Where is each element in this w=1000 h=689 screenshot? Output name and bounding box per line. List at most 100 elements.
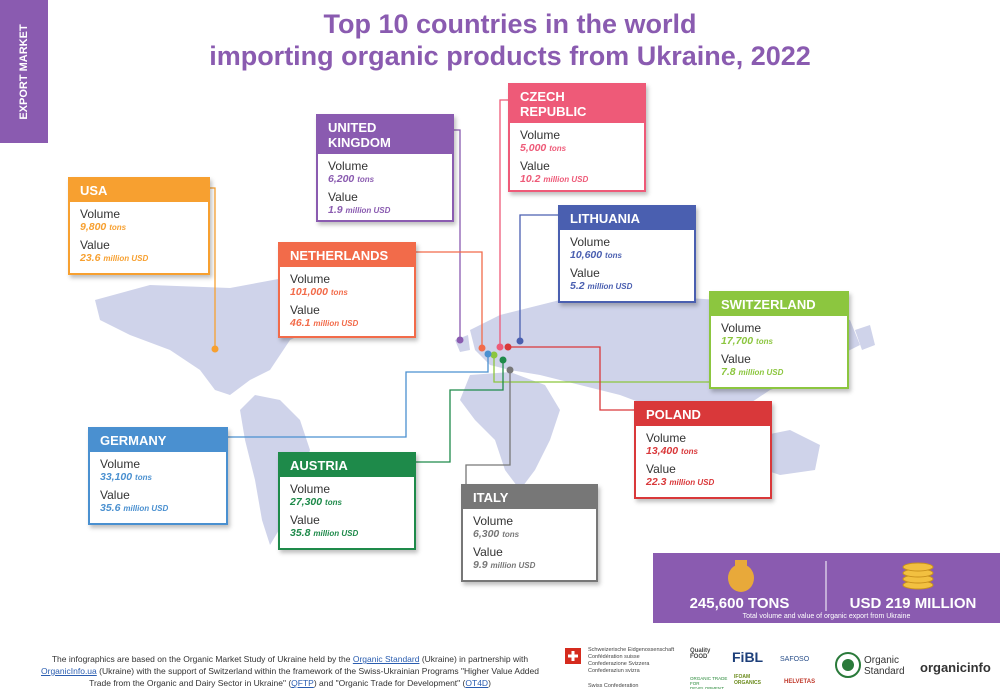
country-name: CZECH [520, 89, 565, 104]
country-box: POLAND Volume 13,400 tons Value 22.3 million… [634, 401, 772, 499]
value-unit: million USD [345, 206, 391, 215]
country-name: REPUBLIC [520, 104, 587, 119]
country-name: LITHUANIA [570, 211, 641, 226]
side-tab-text: EXPORT MARKET [18, 24, 30, 120]
footer-text: ) and "Organic Trade for Development" ( [313, 678, 466, 688]
value-row: 35.8 million USD [280, 527, 414, 539]
volume-row: 13,400 tons [636, 445, 770, 457]
country-box: CZECH REPUBLIC Volume 5,000 tons Value 10.2 m… [508, 83, 646, 192]
connector [454, 129, 461, 340]
volume-number: 6,300 [473, 528, 500, 540]
value-number: 22.3 [646, 476, 667, 488]
value-unit: million USD [669, 478, 715, 487]
volume-number: 27,300 [290, 496, 323, 508]
country-name: NETHERLANDS [290, 248, 389, 263]
country-header: USA [70, 179, 208, 202]
side-tab: EXPORT MARKET [0, 0, 48, 143]
value-row: 35.6 million USD [90, 502, 226, 514]
connector [416, 360, 504, 463]
location-dot [211, 345, 219, 353]
volume-unit: tons [756, 337, 773, 346]
connector [210, 187, 216, 349]
footer-link[interactable]: Organic Standard [352, 654, 420, 664]
connector [499, 99, 508, 347]
volume-label: Volume [328, 159, 369, 173]
value-unit: million USD [587, 282, 633, 291]
value-number: 5.2 [570, 280, 585, 292]
value-row: 5.2 million USD [560, 280, 694, 292]
volume-label: Volume [290, 482, 331, 496]
country-name: KINGDOM [328, 135, 391, 150]
connector [508, 346, 634, 411]
volume-number: 5,000 [520, 142, 547, 154]
swiss-flag [565, 648, 581, 664]
volume-row: 6,300 tons [463, 528, 596, 540]
volume-number: 6,200 [328, 173, 355, 185]
volume-unit: tons [330, 288, 348, 297]
organic-standard-icon [835, 652, 861, 678]
volume-number: 33,100 [100, 471, 133, 483]
footer-text: (Ukraine) with the support of Switzerlan… [89, 666, 539, 688]
value-unit: million USD [103, 254, 149, 263]
value-row: 9.9 million USD [463, 559, 596, 571]
volume-label: Volume [290, 272, 331, 286]
country-box: ITALY Volume 6,300 tons Value 9.9 million US… [461, 484, 598, 582]
value-row: 7.8 million USD [711, 366, 847, 378]
volume-row: 9,800 tons [70, 221, 208, 233]
volume-label: Volume [473, 514, 514, 528]
title-line: importing organic products from Ukraine,… [209, 41, 811, 71]
value-label: Value [100, 488, 130, 502]
logo-fibl: FiBL [732, 649, 764, 665]
volume-row: 17,700 tons [711, 335, 847, 347]
location-dot [496, 343, 504, 351]
logo-organicinfo: organicinfo [920, 660, 991, 675]
value-label: Value [290, 513, 320, 527]
volume-row: 33,100 tons [90, 471, 226, 483]
value-unit: million USD [123, 504, 169, 513]
volume-row: 5,000 tons [510, 142, 644, 154]
country-name: USA [80, 183, 108, 198]
country-header: POLAND [636, 403, 770, 426]
volume-label: Volume [721, 321, 762, 335]
swiss-line: Confédération suisse [588, 654, 640, 660]
volume-number: 10,600 [570, 249, 603, 261]
country-header: CZECH REPUBLIC [510, 85, 644, 123]
value-number: 46.1 [290, 317, 311, 329]
title-line: Top 10 countries in the world [323, 9, 697, 39]
footer-link[interactable]: OT4D [465, 678, 489, 688]
totals-caption: Total volume and value of organic export… [742, 613, 911, 620]
connector [519, 214, 558, 341]
volume-row: 10,600 tons [560, 249, 694, 261]
logo-otd: ORGANIC TRADE FOR DEVELOPMENT [690, 676, 728, 689]
footer-link[interactable]: QFTP [291, 678, 314, 688]
volume-unit: tons [109, 223, 127, 232]
volume-label: Volume [80, 207, 121, 221]
location-dot [456, 336, 464, 344]
value-row: 1.9 million USD [318, 204, 452, 216]
country-box: LITHUANIA Volume 10,600 tons Value 5.2 milli… [558, 205, 696, 303]
location-dot [490, 351, 498, 359]
value-label: Value [646, 462, 676, 476]
value-row: 46.1 million USD [280, 317, 414, 329]
country-header: NETHERLANDS [280, 244, 414, 267]
footer-link[interactable]: OrganicInfo.ua [41, 666, 97, 676]
volume-label: Volume [570, 235, 611, 249]
total-volume: 245,600 TONS [689, 595, 790, 612]
volume-unit: tons [325, 498, 342, 507]
volume-label: Volume [520, 128, 561, 142]
value-number: 1.9 [328, 204, 343, 216]
value-label: Value [80, 238, 110, 252]
value-label: Value [721, 352, 751, 366]
country-box: NETHERLANDS Volume 101,000 tons Value 46.1 m… [278, 242, 416, 338]
country-name: UNITED [328, 120, 377, 135]
value-number: 10.2 [520, 173, 541, 185]
country-header: LITHUANIA [560, 207, 694, 230]
swiss-text: Schweizerische Eidgenossenschaft Confédé… [588, 647, 674, 675]
volume-row: 27,300 tons [280, 496, 414, 508]
swiss-line: Schweizerische Eidgenossenschaft [588, 647, 675, 653]
volume-number: 13,400 [646, 445, 679, 457]
volume-label: Volume [100, 457, 141, 471]
value-number: 23.6 [80, 252, 101, 264]
location-dot [484, 350, 492, 358]
